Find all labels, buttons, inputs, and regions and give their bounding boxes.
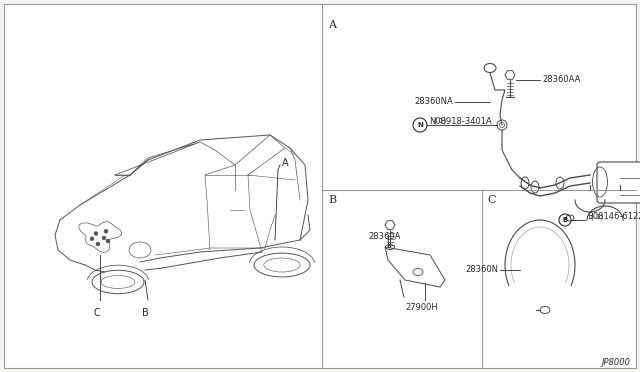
Text: N: N <box>417 122 423 128</box>
Text: C: C <box>487 195 495 205</box>
Text: JP8000: JP8000 <box>601 358 630 367</box>
Text: 28360AA: 28360AA <box>542 76 580 84</box>
Circle shape <box>102 236 106 240</box>
FancyBboxPatch shape <box>597 162 640 203</box>
Text: A: A <box>328 20 336 30</box>
Text: 28360N: 28360N <box>465 266 498 275</box>
Circle shape <box>94 231 98 235</box>
Text: ( 1): ( 1) <box>434 117 446 124</box>
Circle shape <box>90 237 94 241</box>
Text: B: B <box>141 308 148 318</box>
Text: 27900H: 27900H <box>406 303 438 312</box>
Text: B: B <box>328 195 336 205</box>
Text: ( 1): ( 1) <box>591 213 604 219</box>
Text: B08146-6122G: B08146-6122G <box>587 212 640 221</box>
FancyBboxPatch shape <box>4 4 636 368</box>
Text: 28360A: 28360A <box>369 232 401 241</box>
Text: A: A <box>282 158 289 168</box>
Text: C: C <box>93 308 100 318</box>
Text: N08918-3401A: N08918-3401A <box>429 117 492 126</box>
Circle shape <box>96 242 100 246</box>
Circle shape <box>104 229 108 233</box>
Text: B: B <box>563 217 568 223</box>
Circle shape <box>106 239 110 243</box>
Text: 28360NA: 28360NA <box>414 97 453 106</box>
